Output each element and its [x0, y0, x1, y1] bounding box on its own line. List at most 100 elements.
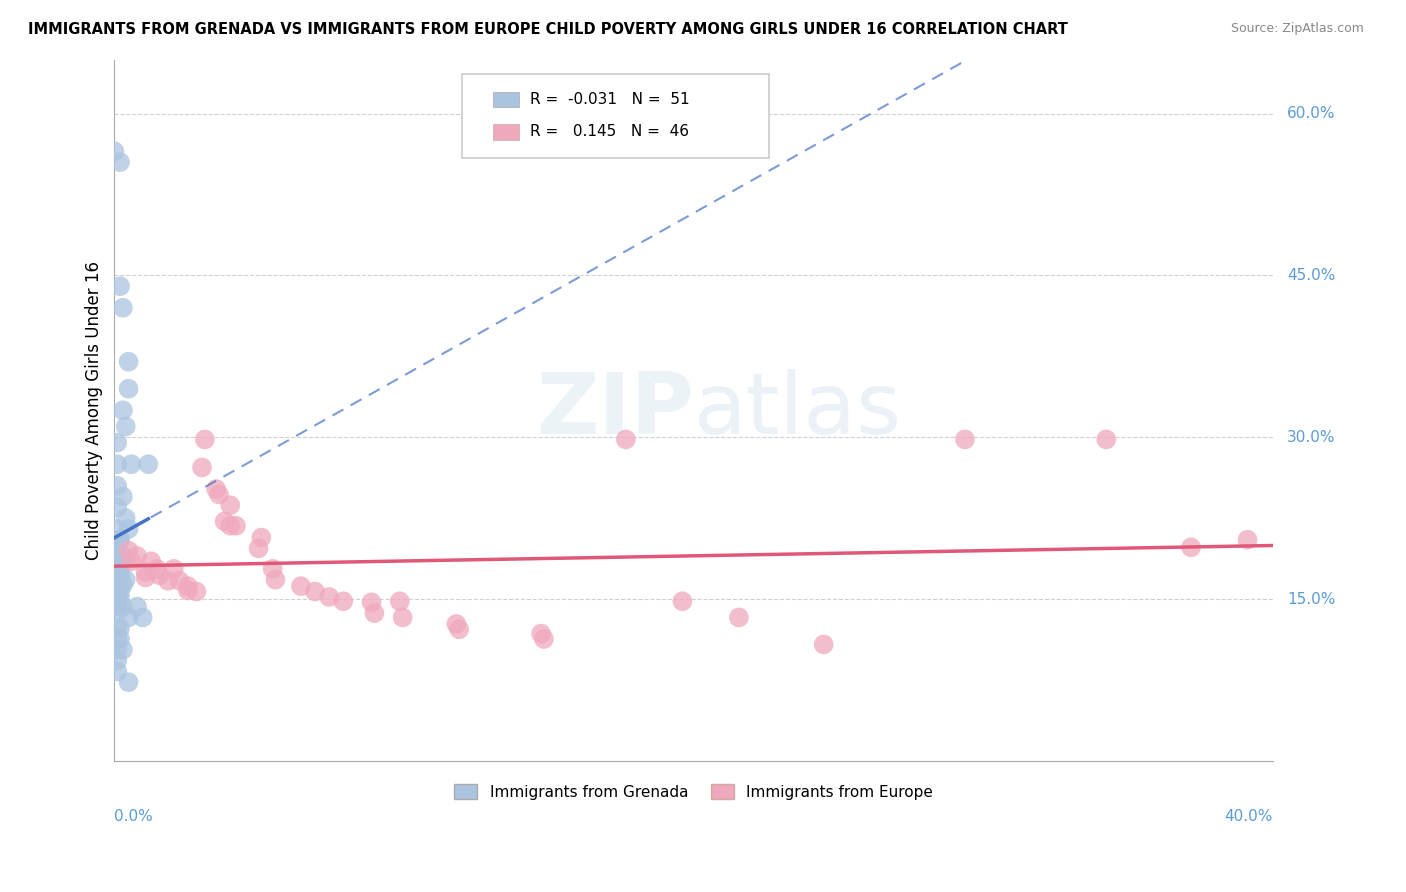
Point [149, 568, 172, 582]
Point [219, 518, 242, 533]
Text: R =   0.145   N =  46: R = 0.145 N = 46 [530, 124, 689, 139]
Point [125, 599, 148, 614]
Point [1180, 541, 1202, 555]
Point [105, 562, 128, 576]
Point [1095, 433, 1118, 447]
Point [250, 531, 273, 545]
Point [530, 626, 553, 640]
Point [134, 565, 156, 579]
Bar [494, 92, 519, 107]
Point [1236, 533, 1258, 547]
Point [208, 487, 231, 501]
Text: 45.0%: 45.0% [1286, 268, 1336, 283]
Text: 60.0%: 60.0% [1286, 106, 1336, 121]
Point [108, 533, 131, 547]
Point [105, 594, 128, 608]
Point [363, 606, 385, 620]
Point [117, 675, 139, 690]
Point [114, 511, 136, 525]
Point [117, 522, 139, 536]
Point [117, 355, 139, 369]
Legend: Immigrants from Grenada, Immigrants from Europe: Immigrants from Grenada, Immigrants from… [449, 778, 939, 805]
Point [114, 573, 136, 587]
Point [728, 610, 751, 624]
Point [111, 578, 134, 592]
Point [131, 610, 153, 624]
Point [108, 632, 131, 646]
Point [105, 599, 128, 614]
Point [105, 500, 128, 515]
Text: R =  -0.031   N =  51: R = -0.031 N = 51 [530, 92, 690, 107]
Point [105, 654, 128, 668]
Point [194, 433, 217, 447]
Point [108, 590, 131, 604]
Point [111, 642, 134, 657]
Point [105, 479, 128, 493]
Point [449, 622, 471, 636]
Point [105, 583, 128, 598]
Point [163, 562, 186, 576]
Point [134, 570, 156, 584]
Point [446, 616, 468, 631]
Point [108, 568, 131, 582]
Point [146, 562, 169, 576]
Point [169, 574, 191, 588]
Point [105, 590, 128, 604]
Point [111, 490, 134, 504]
Point [108, 279, 131, 293]
Point [108, 621, 131, 635]
Point [108, 155, 131, 169]
Point [157, 574, 180, 588]
Point [391, 610, 413, 624]
Point [191, 460, 214, 475]
Text: 0.0%: 0.0% [114, 809, 153, 824]
FancyBboxPatch shape [463, 74, 769, 158]
Point [117, 382, 139, 396]
Point [219, 498, 242, 512]
Point [105, 621, 128, 635]
Text: 15.0%: 15.0% [1286, 591, 1336, 607]
Point [105, 543, 128, 558]
Point [105, 538, 128, 552]
Point [136, 457, 159, 471]
Point [114, 419, 136, 434]
Point [105, 642, 128, 657]
Point [264, 573, 287, 587]
Point [105, 605, 128, 619]
Point [105, 457, 128, 471]
Point [108, 583, 131, 598]
Point [141, 554, 163, 568]
Bar [494, 124, 519, 139]
Point [671, 594, 693, 608]
Point [247, 541, 270, 556]
Text: IMMIGRANTS FROM GRENADA VS IMMIGRANTS FROM EUROPE CHILD POVERTY AMONG GIRLS UNDE: IMMIGRANTS FROM GRENADA VS IMMIGRANTS FR… [28, 22, 1069, 37]
Point [186, 584, 208, 599]
Point [262, 562, 284, 576]
Point [360, 595, 382, 609]
Point [105, 573, 128, 587]
Point [108, 562, 131, 576]
Point [533, 632, 555, 646]
Point [125, 549, 148, 563]
Point [177, 579, 200, 593]
Point [120, 554, 142, 568]
Point [105, 632, 128, 646]
Point [332, 594, 354, 608]
Point [953, 433, 976, 447]
Point [117, 610, 139, 624]
Point [177, 583, 200, 598]
Text: ZIP: ZIP [536, 368, 693, 451]
Point [214, 515, 236, 529]
Point [813, 637, 835, 651]
Point [111, 549, 134, 563]
Point [111, 301, 134, 315]
Point [108, 533, 131, 547]
Point [117, 543, 139, 558]
Point [103, 145, 125, 159]
Point [105, 568, 128, 582]
Point [388, 594, 411, 608]
Point [105, 665, 128, 679]
Point [205, 482, 228, 496]
Text: 40.0%: 40.0% [1225, 809, 1272, 824]
Point [614, 433, 637, 447]
